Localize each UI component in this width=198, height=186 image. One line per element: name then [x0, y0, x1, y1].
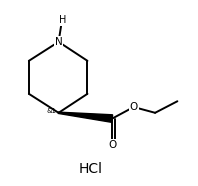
Text: HCl: HCl	[79, 162, 103, 176]
Text: O: O	[129, 102, 138, 112]
Text: N: N	[55, 37, 62, 47]
Text: H: H	[59, 15, 66, 25]
Text: O: O	[108, 140, 116, 150]
Polygon shape	[58, 112, 113, 122]
Text: &1: &1	[47, 108, 57, 114]
